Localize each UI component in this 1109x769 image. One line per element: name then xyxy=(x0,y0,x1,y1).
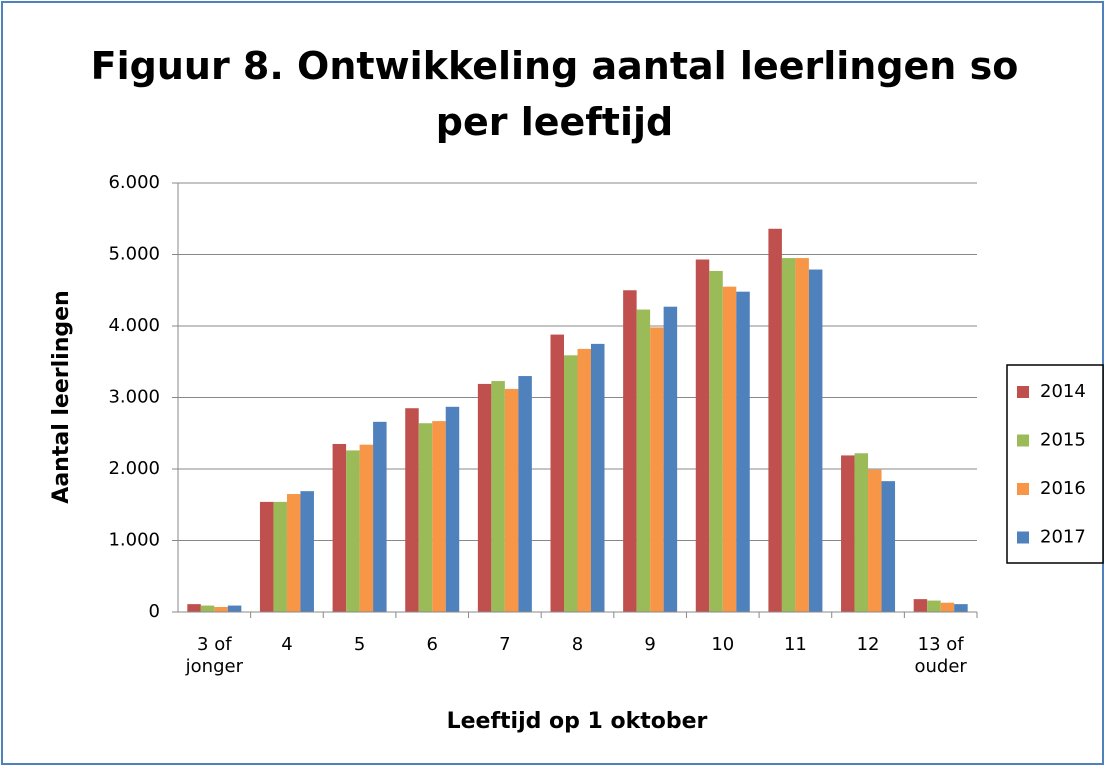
y-tick-label: 0 xyxy=(149,601,160,622)
bar xyxy=(954,604,968,612)
bar xyxy=(518,376,532,612)
bar xyxy=(564,355,578,612)
y-axis-label: Aantal leerlingen xyxy=(49,290,74,503)
y-tick-label: 4.000 xyxy=(108,315,160,336)
bar xyxy=(577,348,591,612)
bar xyxy=(663,306,678,612)
legend-swatch xyxy=(1017,434,1029,447)
bar xyxy=(781,258,796,612)
bar xyxy=(623,290,637,612)
bar xyxy=(477,383,492,612)
bar xyxy=(491,381,505,612)
bar xyxy=(854,453,869,612)
bar xyxy=(736,291,750,612)
legend-label: 2016 xyxy=(1040,478,1086,499)
bar xyxy=(286,494,301,612)
x-tick-label: 5 xyxy=(353,634,366,655)
bar xyxy=(808,269,823,612)
bar xyxy=(187,604,201,612)
bar xyxy=(795,258,809,612)
bar xyxy=(636,309,651,612)
bar xyxy=(841,455,855,612)
bar xyxy=(650,327,664,612)
bar xyxy=(273,501,287,612)
x-tick-label: 8 xyxy=(571,634,584,655)
bar xyxy=(722,286,737,612)
x-tick-label: 7 xyxy=(499,634,511,655)
bar xyxy=(332,443,347,612)
x-tick-label: 12 xyxy=(856,634,880,655)
bar xyxy=(445,406,460,612)
bar xyxy=(373,421,387,612)
y-tick-label: 5.000 xyxy=(108,244,160,265)
bar xyxy=(200,605,215,612)
bar xyxy=(768,228,782,612)
y-tick-label: 6.000 xyxy=(108,172,160,193)
bar xyxy=(881,481,896,612)
x-tick-label: 3 of jonger xyxy=(185,634,243,677)
legend-swatch xyxy=(1017,531,1029,544)
bar xyxy=(940,602,955,612)
x-tick-label: 10 xyxy=(711,634,735,655)
bar xyxy=(405,408,419,612)
bar xyxy=(259,501,274,612)
x-tick-label: 6 xyxy=(426,634,438,655)
bar xyxy=(927,600,941,612)
bar xyxy=(550,334,564,612)
bar xyxy=(346,450,360,612)
bar xyxy=(709,270,723,612)
y-tick-label: 3.000 xyxy=(108,387,160,408)
bar xyxy=(214,606,228,612)
x-axis-label: Leeftijd op 1 oktober xyxy=(447,709,708,734)
bar xyxy=(868,469,882,612)
legend-label: 2014 xyxy=(1040,381,1086,402)
bar xyxy=(913,599,928,612)
legend-label: 2015 xyxy=(1040,430,1086,451)
y-tick-label: 1.000 xyxy=(108,530,160,551)
legend-swatch xyxy=(1017,483,1029,495)
bar xyxy=(432,421,446,612)
y-tick-label: 2.000 xyxy=(108,458,160,479)
x-tick-label: 9 xyxy=(644,634,656,655)
bar xyxy=(300,491,314,612)
bar xyxy=(591,343,605,612)
chart-title: Figuur 8. Ontwikkeling aantal leerlingen… xyxy=(90,44,1019,144)
bar xyxy=(227,605,242,612)
bar xyxy=(418,423,433,612)
bar xyxy=(504,388,519,612)
legend-label: 2017 xyxy=(1040,527,1086,548)
x-tick-label: 4 xyxy=(281,634,293,655)
bar xyxy=(359,444,374,612)
legend-swatch xyxy=(1017,386,1029,398)
x-tick-label: 13 of ouder xyxy=(914,634,967,677)
x-tick-label: 11 xyxy=(783,634,807,655)
bar xyxy=(695,259,710,612)
